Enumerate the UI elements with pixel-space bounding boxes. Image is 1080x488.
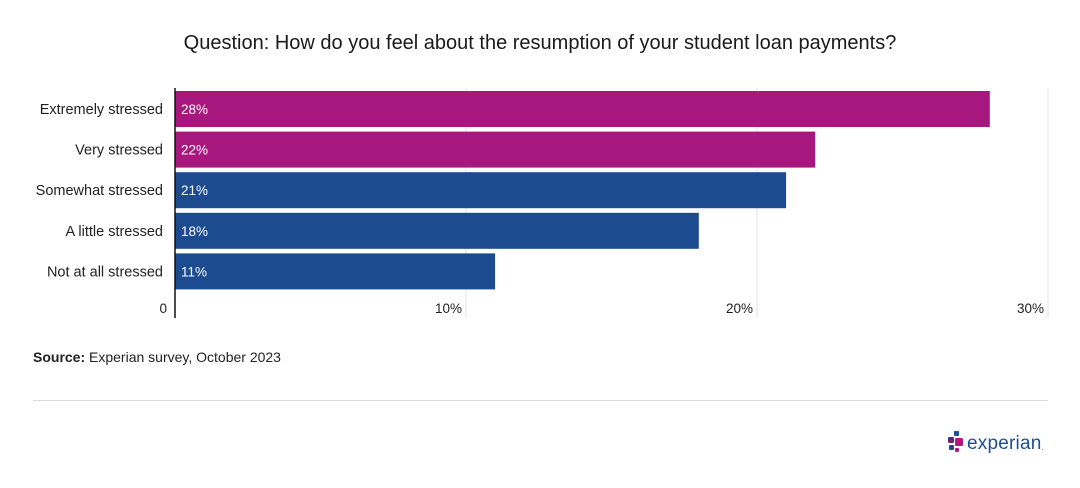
bar-chart: Extremely stressed 28% Very stressed 22% Som… (36, 88, 1049, 318)
chart-title: Question: How do you feel about the resu… (183, 32, 897, 54)
logo-wordmark: experian (967, 433, 1042, 454)
experian-logo: experian . (948, 428, 1043, 460)
x-tick-label: 20% (726, 301, 753, 316)
data-label: 21% (181, 183, 208, 198)
x-tick-label: 30% (1017, 301, 1044, 316)
category-label: A little stressed (65, 224, 163, 240)
x-tick-label: 0 (159, 301, 167, 316)
bar (175, 131, 816, 168)
data-label: 22% (181, 143, 208, 158)
category-label: Very stressed (75, 143, 163, 159)
bar (175, 212, 699, 249)
bar (175, 253, 496, 290)
logo-trademark: . (1041, 445, 1044, 452)
data-label: 18% (181, 224, 208, 239)
data-label: 11% (181, 264, 207, 279)
bar (175, 91, 990, 127)
category-label: Not at all stressed (47, 264, 163, 280)
source-label: Source: (33, 349, 86, 365)
experian-dots-icon (948, 431, 963, 452)
source-note: Source: Experian survey, October 2023 (33, 349, 281, 365)
source-text: Experian survey, October 2023 (89, 349, 281, 365)
divider (33, 400, 1048, 401)
data-label: 28% (181, 102, 208, 117)
category-label: Somewhat stressed (36, 183, 163, 199)
category-label: Extremely stressed (40, 102, 163, 118)
bar (175, 172, 787, 209)
x-tick-label: 10% (435, 301, 462, 316)
